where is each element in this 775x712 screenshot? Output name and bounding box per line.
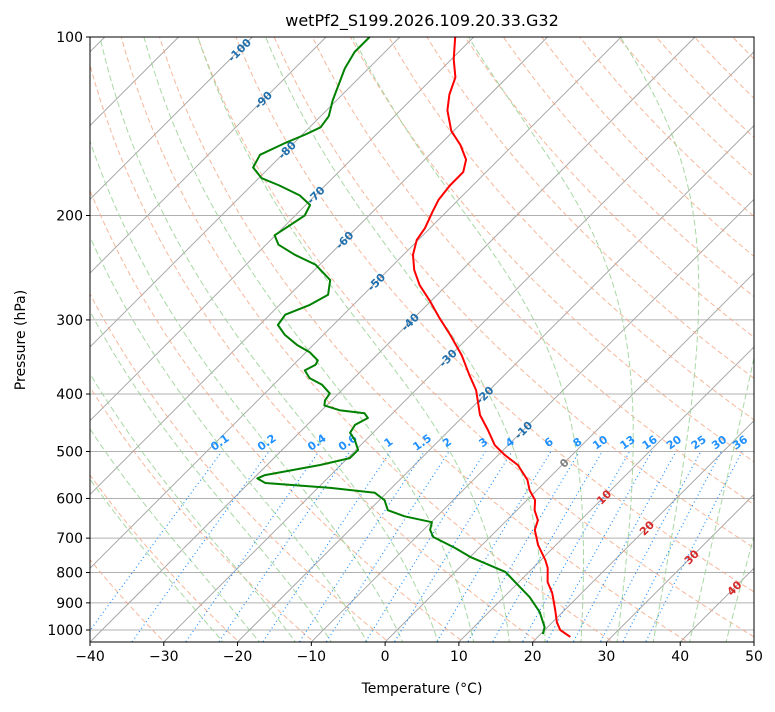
axes: −40 −30 −20 −10 0 10 20 30 40 50 100 200 300 400 500 60…	[47, 30, 763, 665]
mixing-ratio-label: 6	[542, 435, 556, 450]
isotherm-label: -10	[512, 418, 535, 441]
x-axis-label: Temperature (°C)	[361, 681, 483, 697]
x-tick-label: 30	[598, 649, 616, 665]
isotherm-line	[0, 24, 339, 645]
background-lines	[0, 24, 775, 645]
dry-adiabat-line	[80, 24, 542, 645]
moist-adiabat-line	[469, 37, 634, 645]
x-tick-label: 0	[381, 649, 390, 665]
mixing-ratio-label: 10	[590, 433, 610, 453]
y-tick-label: 1000	[47, 623, 83, 639]
y-tick-label: 400	[56, 387, 83, 403]
chart-title: wetPf2_S199.2026.109.20.33.G32	[285, 11, 559, 31]
x-tick-label: 50	[745, 649, 763, 665]
dry-adiabat-line	[0, 24, 317, 645]
mixing-ratio-label: 25	[689, 433, 709, 452]
y-tick-label: 600	[56, 491, 83, 507]
y-tick-label: 200	[56, 209, 83, 225]
mixing-ratio-label: 8	[571, 435, 585, 450]
isotherm-line	[530, 24, 775, 645]
x-tick-label: −30	[149, 649, 179, 665]
moist-adiabat-line	[353, 37, 584, 645]
moist-adiabat-line	[3, 37, 333, 645]
y-tick-label: 500	[56, 444, 83, 460]
moist-adiabat-line	[0, 37, 262, 645]
moist-adiabat-line	[100, 37, 439, 645]
y-tick-label: 800	[56, 566, 83, 582]
isotherm-line	[0, 24, 413, 645]
x-tick-label: 10	[450, 649, 468, 665]
mixing-ratio-label: 1.5	[411, 432, 434, 454]
mixing-ratio-line	[466, 452, 579, 646]
mixing-ratio-label: 2	[440, 435, 454, 450]
dry-adiabat-line	[419, 24, 775, 645]
x-tick-label: 40	[671, 649, 689, 665]
x-tick-label: −10	[297, 649, 327, 665]
mixing-ratio-line	[435, 452, 551, 646]
moist-adiabat-line	[63, 37, 404, 645]
mixing-ratio-line	[572, 452, 676, 646]
x-tick-label: −40	[75, 649, 105, 665]
dry-adiabat-line	[570, 24, 775, 645]
dry-adiabat-line	[532, 24, 775, 645]
mixing-ratio-label: 20	[664, 433, 684, 453]
isotherm-line	[0, 24, 266, 645]
moist-adiabat-line	[725, 37, 775, 645]
dry-adiabat-line	[193, 24, 767, 645]
moist-adiabat-line	[198, 37, 510, 645]
dry-adiabat-line	[758, 24, 775, 645]
isotherm-line	[0, 24, 487, 645]
mixing-ratio-line	[324, 452, 449, 646]
plot-frame	[90, 37, 754, 642]
dry-adiabat-line	[457, 24, 775, 645]
isotherm-label: 30	[682, 547, 702, 567]
isotherm-line	[751, 24, 775, 645]
dry-adiabat-line	[0, 24, 242, 645]
y-axis-label: Pressure (hPa)	[13, 290, 29, 390]
y-tick-label: 300	[56, 313, 83, 329]
dry-adiabat-line	[5, 24, 392, 645]
moist-adiabat-line	[0, 37, 226, 645]
x-tick-label: 20	[524, 649, 542, 665]
y-tick-label: 900	[56, 596, 83, 612]
mixing-ratio-label: 30	[709, 433, 729, 453]
y-tick-label: 700	[56, 531, 83, 547]
x-tick-label: −20	[223, 649, 253, 665]
isotherm-label: -90	[252, 88, 275, 111]
y-tick-label: 100	[56, 30, 83, 46]
isotherm-label: -100	[225, 36, 254, 65]
isotherm-line	[382, 24, 775, 645]
dry-adiabat-line	[381, 24, 775, 645]
moist-adiabat-line	[0, 37, 298, 645]
mixing-ratio-line	[599, 452, 701, 646]
profiles	[253, 37, 570, 637]
mixing-ratio-label: 13	[618, 433, 638, 452]
mixing-ratio-label: 3	[476, 435, 490, 450]
isotherm-label: -50	[365, 270, 388, 293]
dry-adiabat-line	[720, 24, 775, 645]
